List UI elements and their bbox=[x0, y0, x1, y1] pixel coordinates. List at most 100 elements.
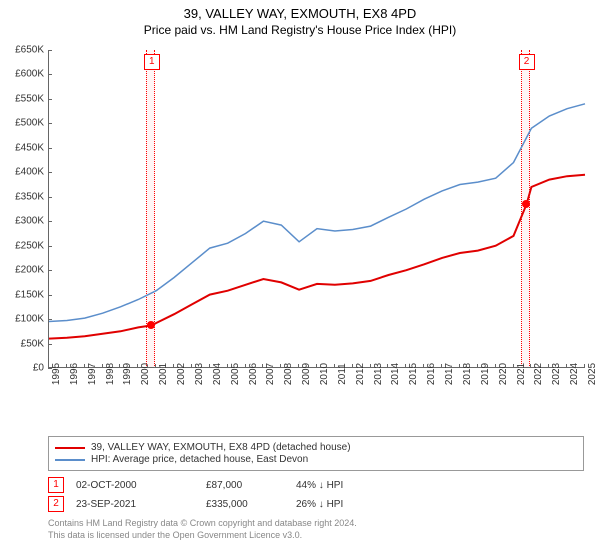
x-axis-label: 2006 bbox=[248, 363, 259, 385]
x-axis-label: 2013 bbox=[373, 363, 384, 385]
x-axis-label: 2000 bbox=[140, 363, 151, 385]
legend-swatch bbox=[55, 447, 85, 449]
x-tick bbox=[459, 364, 460, 368]
x-tick bbox=[316, 364, 317, 368]
sale-marker-chart: 1 bbox=[144, 54, 160, 70]
x-axis-label: 2018 bbox=[462, 363, 473, 385]
x-tick bbox=[245, 364, 246, 368]
sales-table: 1 02-OCT-2000 £87,000 44% ↓ HPI 2 23-SEP… bbox=[48, 477, 584, 512]
footer-attribution: Contains HM Land Registry data © Crown c… bbox=[48, 518, 584, 541]
x-axis-label: 2010 bbox=[319, 363, 330, 385]
sale-delta: 26% ↓ HPI bbox=[296, 499, 343, 510]
y-tick bbox=[48, 344, 52, 345]
sale-row: 2 23-SEP-2021 £335,000 26% ↓ HPI bbox=[48, 496, 584, 512]
y-tick bbox=[48, 197, 52, 198]
y-axis-label: £50K bbox=[21, 338, 44, 349]
x-tick bbox=[423, 364, 424, 368]
x-tick bbox=[102, 364, 103, 368]
sale-row: 1 02-OCT-2000 £87,000 44% ↓ HPI bbox=[48, 477, 584, 493]
footer-line: Contains HM Land Registry data © Crown c… bbox=[48, 518, 584, 530]
x-tick bbox=[280, 364, 281, 368]
sale-date: 02-OCT-2000 bbox=[76, 480, 206, 491]
sale-point bbox=[147, 321, 155, 329]
x-tick bbox=[387, 364, 388, 368]
series-hpi bbox=[49, 104, 585, 322]
x-tick bbox=[137, 364, 138, 368]
chart-lines bbox=[49, 50, 585, 368]
x-tick bbox=[298, 364, 299, 368]
y-axis-label: £600K bbox=[15, 69, 44, 80]
y-tick bbox=[48, 99, 52, 100]
x-axis-label: 2020 bbox=[498, 363, 509, 385]
x-tick bbox=[566, 364, 567, 368]
plot-area bbox=[48, 50, 584, 368]
x-axis-label: 2007 bbox=[265, 363, 276, 385]
x-axis-label: 1998 bbox=[105, 363, 116, 385]
x-tick bbox=[173, 364, 174, 368]
x-axis-label: 2014 bbox=[390, 363, 401, 385]
y-tick bbox=[48, 74, 52, 75]
y-tick bbox=[48, 270, 52, 271]
x-tick bbox=[334, 364, 335, 368]
sale-marker-chart: 2 bbox=[519, 54, 535, 70]
legend-item: HPI: Average price, detached house, East… bbox=[55, 454, 577, 465]
x-tick bbox=[530, 364, 531, 368]
x-tick bbox=[477, 364, 478, 368]
x-axis-label: 2002 bbox=[176, 363, 187, 385]
y-tick bbox=[48, 246, 52, 247]
y-axis-label: £150K bbox=[15, 289, 44, 300]
x-tick bbox=[84, 364, 85, 368]
x-tick bbox=[66, 364, 67, 368]
chart: £0£50K£100K£150K£200K£250K£300K£350K£400… bbox=[48, 50, 584, 402]
y-tick bbox=[48, 148, 52, 149]
sale-price: £335,000 bbox=[206, 499, 296, 510]
y-tick bbox=[48, 123, 52, 124]
x-axis-label: 2023 bbox=[551, 363, 562, 385]
y-axis-label: £500K bbox=[15, 118, 44, 129]
x-tick bbox=[548, 364, 549, 368]
x-axis-label: 1995 bbox=[51, 363, 62, 385]
x-tick bbox=[155, 364, 156, 368]
x-axis-label: 2025 bbox=[587, 363, 598, 385]
y-axis-label: £250K bbox=[15, 240, 44, 251]
x-tick bbox=[262, 364, 263, 368]
sale-delta: 44% ↓ HPI bbox=[296, 480, 343, 491]
x-tick bbox=[48, 364, 49, 368]
x-axis-label: 2019 bbox=[480, 363, 491, 385]
x-axis-label: 2011 bbox=[337, 363, 348, 385]
y-axis-label: £400K bbox=[15, 167, 44, 178]
y-axis-label: £100K bbox=[15, 314, 44, 325]
x-axis-label: 1996 bbox=[69, 363, 80, 385]
x-axis-label: 2022 bbox=[533, 363, 544, 385]
y-axis-label: £200K bbox=[15, 265, 44, 276]
chart-title-subtitle: Price paid vs. HM Land Registry's House … bbox=[0, 23, 600, 37]
x-axis-label: 2016 bbox=[426, 363, 437, 385]
y-tick bbox=[48, 319, 52, 320]
chart-title-address: 39, VALLEY WAY, EXMOUTH, EX8 4PD bbox=[0, 6, 600, 21]
x-tick bbox=[227, 364, 228, 368]
x-tick bbox=[405, 364, 406, 368]
x-axis-label: 2001 bbox=[158, 363, 169, 385]
y-tick bbox=[48, 50, 52, 51]
x-tick bbox=[119, 364, 120, 368]
y-tick bbox=[48, 295, 52, 296]
x-axis-label: 2009 bbox=[301, 363, 312, 385]
legend-label: 39, VALLEY WAY, EXMOUTH, EX8 4PD (detach… bbox=[91, 442, 351, 453]
x-axis-label: 2012 bbox=[355, 363, 366, 385]
legend-box: 39, VALLEY WAY, EXMOUTH, EX8 4PD (detach… bbox=[48, 436, 584, 471]
y-axis-label: £550K bbox=[15, 93, 44, 104]
y-axis-label: £0 bbox=[33, 363, 44, 374]
x-axis-label: 2008 bbox=[283, 363, 294, 385]
x-tick bbox=[513, 364, 514, 368]
x-axis-label: 2021 bbox=[516, 363, 527, 385]
legend-label: HPI: Average price, detached house, East… bbox=[91, 454, 308, 465]
x-tick bbox=[370, 364, 371, 368]
sale-point bbox=[522, 200, 530, 208]
x-axis-label: 2015 bbox=[408, 363, 419, 385]
sale-date: 23-SEP-2021 bbox=[76, 499, 206, 510]
legend-item: 39, VALLEY WAY, EXMOUTH, EX8 4PD (detach… bbox=[55, 442, 577, 453]
sale-marker: 2 bbox=[48, 496, 64, 512]
x-tick bbox=[495, 364, 496, 368]
sale-price: £87,000 bbox=[206, 480, 296, 491]
x-tick bbox=[191, 364, 192, 368]
